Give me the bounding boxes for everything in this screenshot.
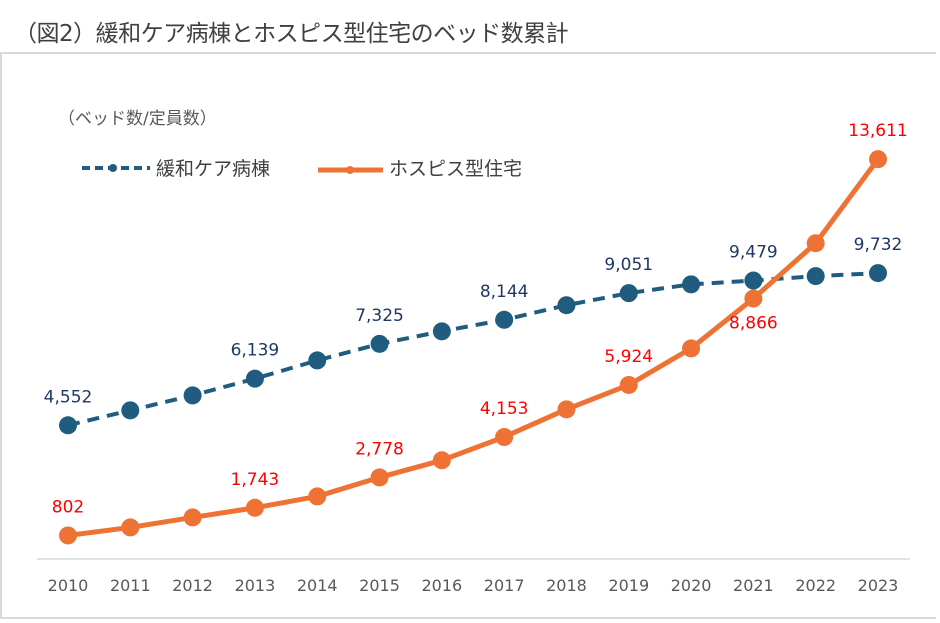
- data-point[interactable]: [495, 310, 514, 329]
- data-label: 802: [52, 497, 84, 517]
- data-point[interactable]: [370, 334, 389, 353]
- data-label: 13,611: [848, 121, 907, 141]
- y-axis-label: （ベッド数/定員数）: [58, 109, 217, 129]
- legend-item-hospice[interactable]: ホスピス型住宅: [318, 158, 522, 180]
- data-label: 4,552: [44, 387, 93, 407]
- data-label: 9,479: [729, 243, 778, 263]
- data-point[interactable]: [744, 289, 763, 308]
- data-label: 6,139: [231, 341, 280, 361]
- data-point[interactable]: [59, 416, 77, 435]
- legend-marker-hospice: [346, 166, 354, 174]
- data-label: 1,743: [231, 470, 280, 490]
- data-label: 4,153: [480, 399, 529, 419]
- chart-frame: [0, 52, 936, 619]
- x-tick-label: 2012: [172, 576, 213, 595]
- data-label: 9,732: [854, 235, 903, 255]
- data-label: 8,866: [729, 314, 778, 334]
- x-tick-label: 2011: [110, 576, 151, 595]
- chart-title: （図2）緩和ケア病棟とホスピス型住宅のベッド数累計: [14, 21, 569, 47]
- data-point[interactable]: [245, 498, 264, 517]
- data-label: 9,051: [604, 255, 653, 275]
- data-point[interactable]: [619, 284, 638, 303]
- x-tick-label: 2020: [671, 576, 712, 595]
- data-point[interactable]: [869, 264, 887, 283]
- x-tick-label: 2013: [235, 576, 276, 595]
- legend: 緩和ケア病棟 ホスピス型住宅: [82, 158, 522, 180]
- data-point[interactable]: [308, 487, 327, 506]
- x-tick-label: 2023: [858, 576, 899, 595]
- data-point[interactable]: [308, 351, 327, 370]
- x-tick-label: 2015: [359, 576, 400, 595]
- data-point[interactable]: [370, 468, 389, 487]
- x-tick-label: 2014: [297, 576, 338, 595]
- legend-label-palliative: 緩和ケア病棟: [156, 158, 270, 180]
- legend-marker-palliative: [109, 164, 117, 172]
- data-point[interactable]: [183, 386, 202, 405]
- data-label: 8,144: [480, 282, 529, 302]
- data-point[interactable]: [121, 401, 140, 420]
- data-point[interactable]: [432, 451, 451, 470]
- x-tick-label: 2019: [608, 576, 649, 595]
- data-point[interactable]: [432, 322, 451, 341]
- data-label: 2,778: [355, 439, 404, 459]
- data-point[interactable]: [495, 428, 514, 447]
- x-tick-label: 2022: [795, 576, 836, 595]
- data-label: 7,325: [355, 306, 404, 326]
- data-point[interactable]: [682, 275, 701, 294]
- x-tick-label: 2016: [421, 576, 462, 595]
- data-point[interactable]: [744, 271, 763, 290]
- data-point[interactable]: [245, 369, 264, 388]
- data-point[interactable]: [806, 267, 825, 286]
- data-label: 5,924: [604, 347, 653, 367]
- data-point[interactable]: [59, 526, 77, 545]
- x-tick-label: 2018: [546, 576, 587, 595]
- legend-item-palliative[interactable]: 緩和ケア病棟: [82, 158, 270, 180]
- data-point[interactable]: [806, 234, 825, 253]
- data-point[interactable]: [557, 400, 576, 419]
- data-point[interactable]: [557, 296, 576, 315]
- data-point[interactable]: [183, 508, 202, 527]
- data-point[interactable]: [869, 150, 887, 169]
- series-line-palliative: [67, 271, 879, 428]
- legend-label-hospice: ホスピス型住宅: [389, 158, 522, 180]
- data-point[interactable]: [121, 518, 140, 537]
- data-point[interactable]: [619, 375, 638, 394]
- x-tick-label: 2017: [484, 576, 525, 595]
- series-line-hospice: [67, 157, 881, 538]
- x-tick-label: 2010: [48, 576, 89, 595]
- data-point[interactable]: [682, 339, 701, 358]
- x-tick-label: 2021: [733, 576, 774, 595]
